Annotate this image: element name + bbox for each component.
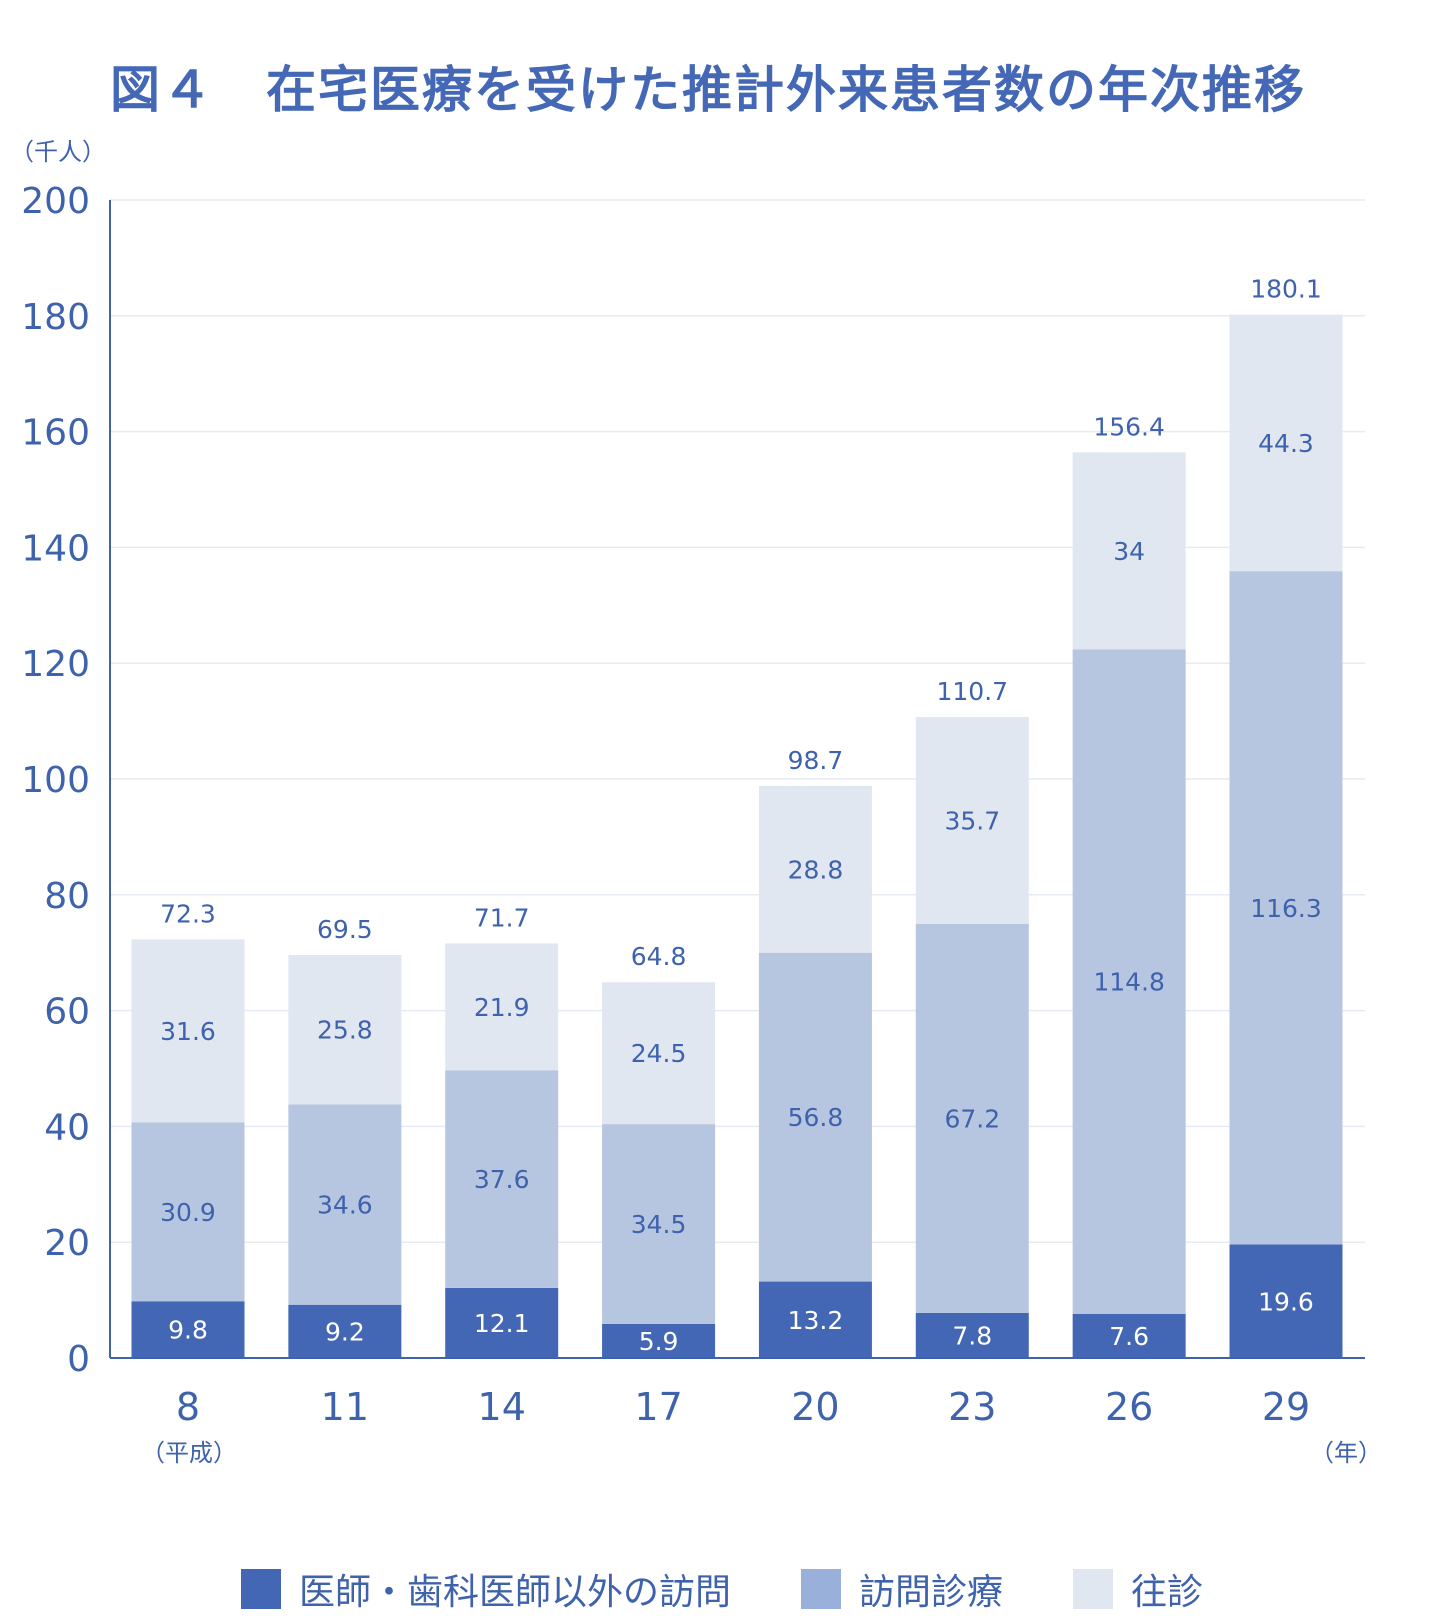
bar-segment	[915, 717, 1029, 924]
x-tick-label: 14	[478, 1385, 526, 1429]
segment-value-label: 34	[1113, 537, 1145, 566]
segment-value-label: 34.6	[317, 1191, 373, 1220]
y-tick-label: 180	[21, 297, 90, 338]
bar-segment	[1229, 571, 1343, 1245]
bar-segment	[131, 1122, 245, 1302]
bar-segment	[758, 785, 872, 953]
segment-value-label: 21.9	[474, 993, 530, 1022]
bar-segment	[1072, 1313, 1186, 1358]
bar-segment	[445, 1070, 559, 1288]
legend-swatch-house-call	[1073, 1569, 1113, 1609]
total-value-label: 71.7	[474, 903, 530, 932]
segment-value-label: 67.2	[944, 1104, 1000, 1133]
x-tick-label: 17	[634, 1385, 682, 1429]
y-tick-label: 20	[44, 1223, 90, 1264]
x-tick-label: 8	[176, 1385, 200, 1429]
bar-segment	[915, 923, 1029, 1313]
bar-segment	[131, 1301, 245, 1358]
bar-segment	[602, 1124, 716, 1324]
segment-value-label: 114.8	[1093, 968, 1165, 997]
segment-value-label: 35.7	[944, 806, 1000, 835]
y-unit-label: （千人）	[10, 138, 106, 166]
total-value-label: 98.7	[788, 746, 844, 775]
x-tick-label: 29	[1262, 1385, 1310, 1429]
segment-value-label: 44.3	[1258, 429, 1314, 458]
y-tick-label: 40	[44, 1107, 90, 1148]
total-value-label: 69.5	[317, 915, 373, 944]
segment-value-label: 19.6	[1258, 1287, 1314, 1316]
y-tick-label: 60	[44, 992, 90, 1033]
bar-segment	[1229, 314, 1343, 572]
bar-segment	[1229, 1244, 1343, 1358]
segment-value-label: 9.8	[168, 1316, 208, 1345]
bar-segment	[1072, 452, 1186, 650]
total-value-label: 64.8	[631, 942, 687, 971]
x-tick-label: 26	[1105, 1385, 1153, 1429]
bar-segment	[915, 1312, 1029, 1358]
legend-item-house-call: 往診	[1073, 1563, 1203, 1615]
y-tick-label: 80	[44, 876, 90, 917]
y-tick-label: 100	[21, 760, 90, 801]
bar-segment	[1072, 649, 1186, 1314]
x-unit-label: （年）	[1310, 1439, 1382, 1467]
bar-segment	[288, 1304, 402, 1358]
total-value-label: 110.7	[936, 677, 1008, 706]
x-tick-label: 11	[321, 1385, 369, 1429]
chart-title: 図４ 在宅医療を受けた推計外来患者数の年次推移	[110, 61, 1306, 119]
segment-value-label: 24.5	[631, 1039, 687, 1068]
x-tick-label: 23	[948, 1385, 996, 1429]
segment-value-label: 5.9	[639, 1327, 679, 1356]
labels: 0 20 40 60 80 100 120 140 160 180 200 9.8 30.9 31.6 72…	[10, 138, 1382, 1467]
segment-value-label: 7.6	[1109, 1322, 1149, 1351]
total-value-label: 156.4	[1093, 412, 1165, 441]
legend-label-home-visit-other: 医師・歯科医師以外の訪問	[298, 1572, 731, 1613]
legend-swatch-visiting-care	[800, 1569, 841, 1609]
segment-value-label: 34.5	[631, 1210, 687, 1239]
segment-value-label: 30.9	[160, 1198, 216, 1227]
segment-value-label: 37.6	[474, 1165, 530, 1194]
bar-segment	[758, 952, 872, 1282]
segment-value-label: 13.2	[788, 1306, 844, 1335]
segment-value-label: 25.8	[317, 1016, 373, 1045]
x-tick-label: 20	[791, 1385, 839, 1429]
legend-item-visiting-care: 訪問診療	[800, 1563, 1003, 1615]
bars	[131, 314, 1343, 1358]
bar-segment	[758, 1281, 872, 1358]
segment-value-label: 7.8	[952, 1321, 992, 1350]
y-tick-label: 140	[21, 528, 90, 569]
legend-item-home-visit-other: 医師・歯科医師以外の訪問	[240, 1563, 731, 1615]
era-label: （平成）	[141, 1439, 237, 1467]
bar-segment	[602, 1323, 716, 1358]
bar-segment	[288, 955, 402, 1105]
bar-segment	[131, 939, 245, 1123]
bar-segment	[288, 1104, 402, 1305]
segment-value-label: 12.1	[474, 1309, 530, 1338]
legend-swatch-home-visit-other	[240, 1569, 281, 1609]
y-tick-label: 160	[21, 413, 90, 454]
segment-value-label: 56.8	[788, 1103, 844, 1132]
segment-value-label: 9.2	[325, 1317, 365, 1346]
legend: 医師・歯科医師以外の訪問 訪問診療 往診	[0, 1563, 1444, 1615]
y-tick-label: 200	[21, 181, 90, 222]
segment-value-label: 31.6	[160, 1017, 216, 1046]
legend-label-visiting-care: 訪問診療	[858, 1572, 1003, 1613]
y-tick-label: 0	[67, 1339, 90, 1380]
total-value-label: 180.1	[1250, 275, 1322, 304]
bar-segment	[602, 982, 716, 1125]
bar-segment	[445, 943, 559, 1071]
segment-value-label: 28.8	[788, 855, 844, 884]
bar-segment	[445, 1287, 559, 1358]
total-value-label: 72.3	[160, 899, 216, 928]
legend-label-house-call: 往診	[1131, 1572, 1204, 1613]
y-tick-label: 120	[21, 644, 90, 685]
segment-value-label: 116.3	[1250, 894, 1322, 923]
